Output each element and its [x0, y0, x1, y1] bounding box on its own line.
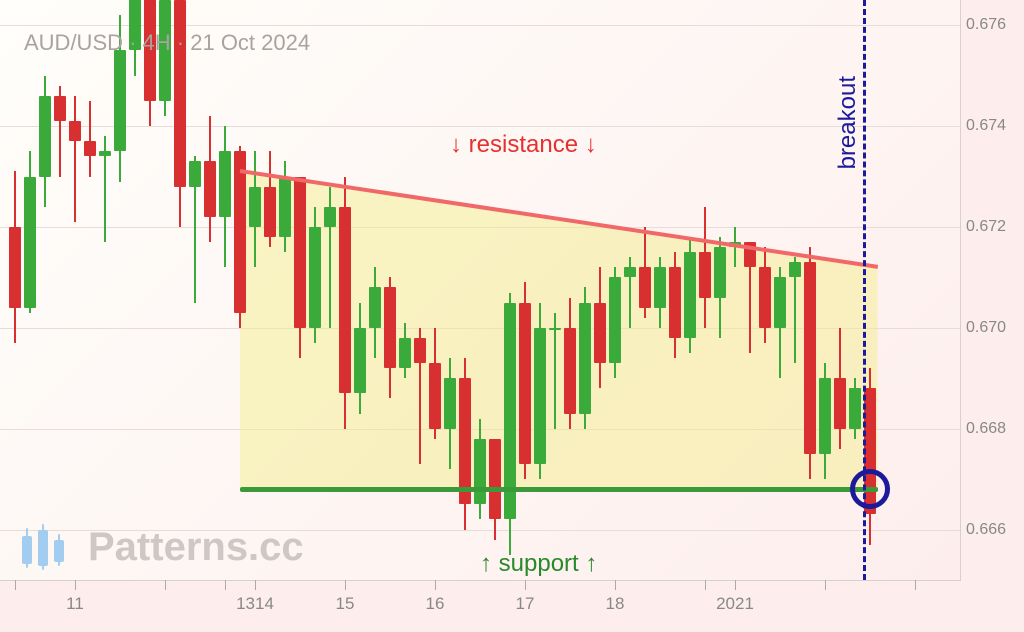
candle: [204, 0, 216, 580]
candle: [699, 0, 711, 580]
x-tick: [615, 580, 616, 590]
candle: [489, 0, 501, 580]
candle: [219, 0, 231, 580]
y-tick-label: 0.670: [966, 319, 1006, 337]
candle: [249, 0, 261, 580]
x-tick-label: 2021: [716, 594, 754, 614]
x-tick-label: 15: [336, 594, 355, 614]
candle: [309, 0, 321, 580]
x-tick: [75, 580, 76, 590]
candle: [594, 0, 606, 580]
x-tick: [435, 580, 436, 590]
y-tick-label: 0.674: [966, 117, 1006, 135]
resistance-label: ↓ resistance ↓: [450, 131, 597, 159]
candle: [84, 0, 96, 580]
x-tick: [15, 580, 16, 590]
candle: [99, 0, 111, 580]
candle: [264, 0, 276, 580]
candle: [714, 0, 726, 580]
candle: [684, 0, 696, 580]
breakout-circle: [850, 469, 890, 509]
candle: [564, 0, 576, 580]
candle-icon: [18, 528, 78, 568]
candle: [144, 0, 156, 580]
candle: [294, 0, 306, 580]
candle: [519, 0, 531, 580]
candle: [609, 0, 621, 580]
candle: [399, 0, 411, 580]
x-axis: 11 1314 15 16 17 18 2021: [0, 580, 960, 632]
candle: [54, 0, 66, 580]
candle: [129, 0, 141, 580]
candle: [69, 0, 81, 580]
chart-title: AUD/USD · 4H · 21 Oct 2024: [24, 30, 310, 56]
x-tick: [915, 580, 916, 590]
candle: [459, 0, 471, 580]
candle: [234, 0, 246, 580]
support-line: [240, 487, 878, 492]
candle: [534, 0, 546, 580]
candle: [159, 0, 171, 580]
candle: [24, 0, 36, 580]
candle: [39, 0, 51, 580]
y-tick-label: 0.676: [966, 16, 1006, 34]
candle: [369, 0, 381, 580]
candle: [339, 0, 351, 580]
candle: [114, 0, 126, 580]
candle: [279, 0, 291, 580]
candle: [759, 0, 771, 580]
candle: [444, 0, 456, 580]
candle: [744, 0, 756, 580]
chart-container: ↓ resistance ↓↑ support ↑breakout 0.6760…: [0, 0, 1024, 632]
candle: [174, 0, 186, 580]
candle: [774, 0, 786, 580]
candle: [639, 0, 651, 580]
x-tick: [165, 580, 166, 590]
x-tick-label: 16: [426, 594, 445, 614]
plot-area: ↓ resistance ↓ ↑ support ↑ breakout: [0, 0, 961, 581]
candle: [504, 0, 516, 580]
candle: [9, 0, 21, 580]
x-tick: [525, 580, 526, 590]
candle: [669, 0, 681, 580]
candle: [624, 0, 636, 580]
watermark: Patterns.cc: [18, 525, 304, 570]
x-tick-label: 18: [606, 594, 625, 614]
x-tick: [825, 580, 826, 590]
candle: [549, 0, 561, 580]
candle: [354, 0, 366, 580]
candle: [789, 0, 801, 580]
candle: [804, 0, 816, 580]
y-tick-label: 0.666: [966, 521, 1006, 539]
candle: [414, 0, 426, 580]
candle: [324, 0, 336, 580]
x-tick: [735, 580, 736, 590]
x-tick-label: 17: [516, 594, 535, 614]
x-tick: [345, 580, 346, 590]
support-label: ↑ support ↑: [480, 550, 597, 578]
breakout-label: breakout: [834, 76, 862, 169]
x-tick-label: 11: [66, 594, 84, 614]
candle: [579, 0, 591, 580]
y-tick-label: 0.672: [966, 218, 1006, 236]
y-tick-label: 0.668: [966, 420, 1006, 438]
candle: [729, 0, 741, 580]
watermark-text: Patterns.cc: [88, 525, 304, 570]
x-tick: [225, 580, 226, 590]
x-tick: [255, 580, 256, 590]
candle: [429, 0, 441, 580]
candle: [189, 0, 201, 580]
candle: [384, 0, 396, 580]
candle: [819, 0, 831, 580]
y-axis: 0.676 0.674 0.672 0.670 0.668 0.666: [960, 0, 1024, 580]
x-tick: [705, 580, 706, 590]
candle: [654, 0, 666, 580]
x-tick-label: 1314: [236, 594, 274, 614]
candle: [474, 0, 486, 580]
